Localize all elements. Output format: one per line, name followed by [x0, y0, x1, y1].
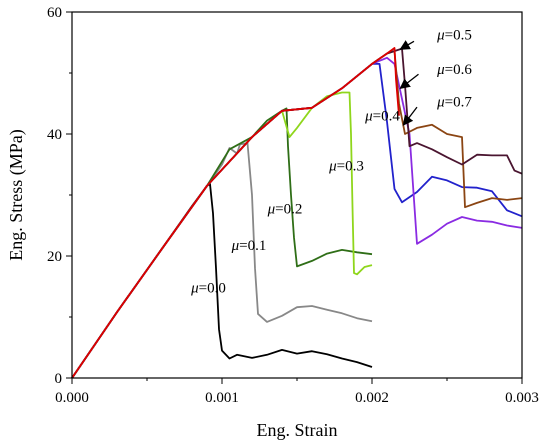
y-tick-label: 60 [47, 5, 62, 21]
y-tick-label: 20 [47, 249, 62, 265]
x-tick-label: 0.001 [205, 390, 239, 406]
curve-label: μ=0.3 [328, 159, 364, 175]
y-tick-label: 0 [55, 371, 63, 387]
y-axis-title: Eng. Stress (MPa) [6, 129, 27, 261]
annotation-arrow [402, 106, 418, 126]
series-line-2 [71, 107, 373, 379]
x-tick-label: 0.002 [355, 390, 389, 406]
annotation-layer: μ=0.0 μ=0.1 μ=0.2 μ=0.3 μ=0.4 μ=0.5 μ=0.6 μ=0.7 [190, 27, 472, 296]
series-line-1 [71, 142, 373, 379]
curve-label: μ=0.4 [364, 109, 400, 125]
curve-label: μ=0.1 [231, 238, 267, 254]
x-tick-label: 0.003 [505, 390, 539, 406]
annotation-arrow [399, 40, 415, 50]
curve-label: μ=0.2 [267, 201, 303, 217]
series-line-3 [71, 91, 373, 379]
curve-label: μ=0.5 [436, 27, 472, 43]
axes-layer: 0.000 0.001 0.002 0.003 0 20 40 60 [47, 5, 539, 406]
annotation-arrow [399, 73, 419, 90]
x-axis-title: Eng. Strain [257, 420, 338, 440]
x-tick-label: 0.000 [55, 390, 89, 406]
curve-label: μ=0.0 [190, 281, 226, 297]
series-line-8 [71, 47, 400, 379]
series-layer [71, 47, 523, 379]
curve-label: μ=0.6 [436, 62, 472, 78]
curve-label: μ=0.7 [436, 95, 472, 111]
y-tick-label: 40 [47, 127, 62, 143]
